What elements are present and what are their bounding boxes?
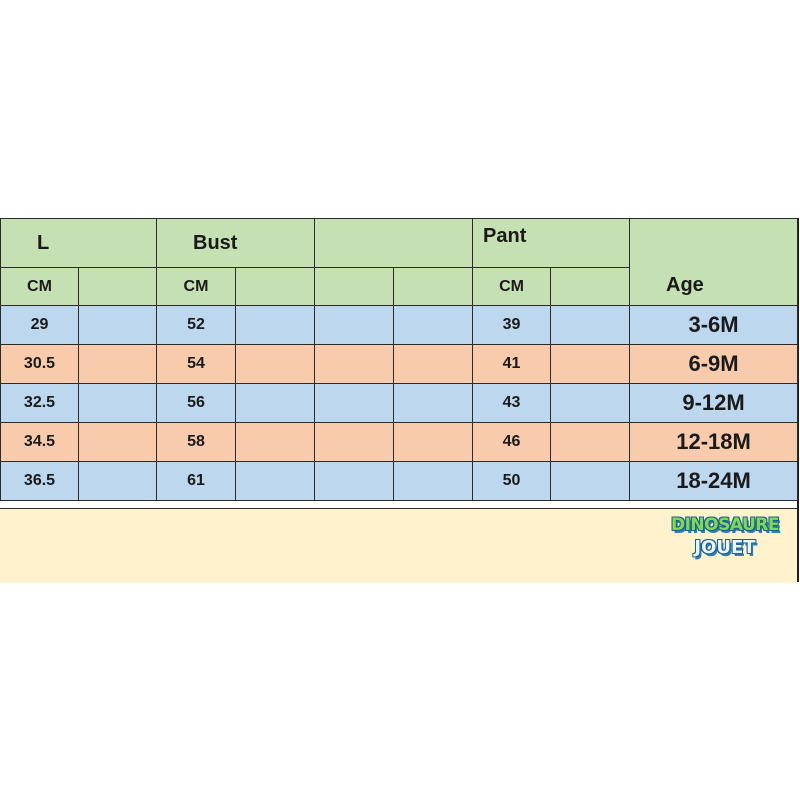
size-table: L Bust Pant Age CM CM CM 29 52 39 3-6M: [0, 218, 799, 501]
pant-value: 41: [472, 344, 552, 384]
blank-cell: [393, 383, 474, 423]
table-row: 30.5 54 41 6-9M: [0, 344, 799, 384]
length-unit: CM: [0, 267, 79, 306]
pant-value: 39: [472, 305, 552, 345]
blank-cell: [78, 305, 157, 345]
blank-cell: [393, 267, 474, 306]
pant-header: Pant: [472, 218, 631, 268]
table-row: 34.5 58 46 12-18M: [0, 422, 799, 462]
bust-value: 52: [156, 305, 236, 345]
bust-value: 54: [156, 344, 236, 384]
age-value: 9-12M: [629, 383, 799, 423]
bust-value: 58: [156, 422, 236, 462]
blank-cell: [314, 383, 395, 423]
blank-cell: [314, 461, 395, 501]
age-value: 3-6M: [629, 305, 799, 345]
blank-cell: [314, 422, 395, 462]
length-value: 30.5: [0, 344, 79, 384]
blank-cell: [234, 344, 316, 384]
blank-cell: [550, 383, 631, 423]
blank-cell: [393, 344, 474, 384]
blank-cell: [550, 461, 631, 501]
bust-value: 56: [156, 383, 236, 423]
empty-header: [314, 218, 474, 268]
length-value: 34.5: [0, 422, 79, 462]
blank-cell: [234, 267, 316, 306]
age-value: 6-9M: [629, 344, 799, 384]
blank-cell: [314, 267, 395, 306]
blank-cell: [234, 383, 316, 423]
table-row: 36.5 61 50 18-24M: [0, 461, 799, 501]
header-row-units: CM CM CM: [0, 267, 798, 306]
pant-value: 50: [472, 461, 552, 501]
blank-cell: [78, 267, 157, 306]
table-row: 32.5 56 43 9-12M: [0, 383, 799, 423]
length-value: 29: [0, 305, 79, 345]
logo-text-line2: JOUET: [694, 537, 756, 558]
blank-cell: [234, 305, 316, 345]
header-row-titles: L Bust Pant Age: [0, 218, 799, 306]
length-value: 36.5: [0, 461, 79, 501]
size-chart: L Bust Pant Age CM CM CM 29 52 39 3-6M: [0, 218, 799, 582]
age-value: 12-18M: [629, 422, 799, 462]
blank-cell: [550, 267, 631, 306]
length-value: 32.5: [0, 383, 79, 423]
table-row: 29 52 39 3-6M: [0, 305, 799, 345]
blank-cell: [234, 422, 316, 462]
logo-text-line1: DINOSAURE: [670, 515, 780, 535]
blank-cell: [78, 383, 157, 423]
blank-cell: [550, 305, 631, 345]
footer-band: DINOSAURE JOUET: [0, 508, 797, 583]
blank-cell: [78, 461, 157, 501]
blank-cell: [393, 461, 474, 501]
blank-cell: [314, 305, 395, 345]
bust-header: Bust: [155, 218, 316, 268]
blank-cell: [393, 305, 474, 345]
pant-value: 43: [472, 383, 552, 423]
bust-unit: CM: [156, 267, 236, 306]
length-header: L: [0, 218, 157, 268]
age-value: 18-24M: [629, 461, 799, 501]
blank-cell: [550, 344, 631, 384]
brand-logo: DINOSAURE JOUET: [665, 515, 785, 577]
pant-unit: CM: [472, 267, 552, 306]
blank-cell: [314, 344, 395, 384]
blank-cell: [550, 422, 631, 462]
age-header: Age: [629, 218, 799, 306]
bust-value: 61: [156, 461, 236, 501]
blank-cell: [78, 422, 157, 462]
pant-value: 46: [472, 422, 552, 462]
blank-cell: [78, 344, 157, 384]
blank-cell: [234, 461, 316, 501]
blank-cell: [393, 422, 474, 462]
